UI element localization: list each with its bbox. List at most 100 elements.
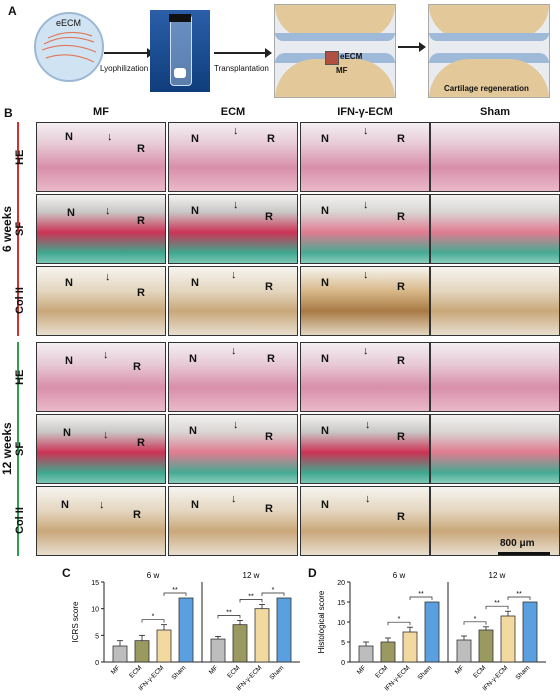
tile-sf-6w-mf: N ↓ R [36, 194, 166, 264]
significance-mark: * [474, 616, 477, 623]
arrow-icon: ↓ [99, 499, 105, 511]
group-label: 6 w [393, 571, 406, 580]
panel-letter-c: C [62, 566, 71, 580]
row-label-he-6w: HE [14, 149, 26, 165]
bar [456, 639, 472, 663]
row-label-he-12w: HE [14, 369, 26, 385]
y-axis-label: ICRS score [71, 601, 80, 642]
category-label: ECM [128, 664, 143, 679]
category-label: Sham [514, 664, 531, 681]
significance-bracket [409, 596, 433, 600]
arrow-icon: ↓ [105, 271, 111, 283]
week-label-12: 12 weeks [0, 422, 14, 476]
arrow-icon: ↓ [363, 125, 369, 137]
joint-diagram-left [274, 4, 396, 98]
y-tick-label: 5 [341, 640, 345, 647]
arrow-transplantation [214, 48, 272, 58]
bar [276, 597, 292, 663]
week-label-6: 6 weeks [0, 205, 14, 253]
arrow-icon: ↓ [103, 349, 109, 361]
significance-bracket [387, 621, 411, 626]
arrow-icon: ↓ [363, 199, 369, 211]
tile-sf-6w-sham [430, 194, 560, 264]
arrow-lyophilization [104, 48, 154, 58]
cartilage-regeneration-label: Cartilage regeneration [444, 84, 529, 93]
group-label: 12 w [243, 571, 260, 580]
tile-col2-6w-sham [430, 266, 560, 336]
tile-he-6w-ecm: N ↓ R [168, 122, 298, 192]
row-label-sf-12w: SF [14, 441, 26, 457]
bar [358, 645, 374, 663]
tile-sf-12w-ecm: N ↓ R [168, 414, 298, 484]
column-header-ifn-ecm: IFN-γ-ECM [337, 106, 393, 118]
tile-he-6w-sham [430, 122, 560, 192]
arrow-icon: ↓ [363, 345, 369, 357]
bar [156, 629, 172, 663]
arrow-icon: ↓ [233, 199, 239, 211]
row-label-sf-6w: SF [14, 221, 26, 237]
bar [210, 638, 226, 663]
category-label: Sham [268, 664, 285, 681]
arrow-icon: ↓ [107, 131, 113, 143]
arrow-icon: ↓ [105, 205, 111, 217]
significance-mark: ** [494, 600, 500, 607]
column-header-mf: MF [93, 106, 109, 118]
category-label: MF [208, 664, 220, 676]
y-axis-label: Histological score [317, 590, 326, 653]
arrow-icon: ↓ [103, 429, 109, 441]
joint-diagram-right [428, 4, 550, 98]
tile-sf-12w-mf: N ↓ R [36, 414, 166, 484]
arrow-icon: ↓ [233, 419, 239, 431]
significance-bracket [507, 596, 531, 600]
panel-letter-a: A [8, 4, 17, 18]
row-label-col2-6w: Col II [14, 287, 26, 315]
group-label: 6 w [147, 571, 160, 580]
tile-col2-12w-mf: N ↓ R [36, 486, 166, 556]
category-label: Sham [416, 664, 433, 681]
significance-bracket [261, 592, 285, 596]
vial-photo [150, 10, 210, 92]
y-tick-label: 10 [337, 620, 345, 627]
category-label: MF [110, 664, 122, 676]
arrow-icon: ↓ [231, 345, 237, 357]
transplantation-label: Transplantation [214, 64, 269, 73]
panel-letter-d: D [308, 566, 317, 580]
tile-sf-12w-ifn: N ↓ R [300, 414, 430, 484]
significance-bracket [141, 619, 165, 623]
tile-col2-12w-sham [430, 486, 560, 556]
significance-mark: ** [418, 591, 424, 598]
tile-he-12w-mf: N ↓ R [36, 342, 166, 412]
tile-col2-12w-ifn: N ↓ R [300, 486, 430, 556]
column-header-sham: Sham [480, 106, 510, 118]
bar [424, 601, 440, 663]
tile-col2-6w-mf: N ↓ R [36, 266, 166, 336]
significance-mark: * [272, 587, 275, 594]
vial-cap [169, 14, 191, 22]
tile-he-12w-ecm: N ↓ R [168, 342, 298, 412]
significance-bracket [485, 605, 509, 610]
y-tick-label: 10 [91, 607, 99, 614]
significance-mark: ** [172, 587, 178, 594]
eecm-label: eECM [56, 18, 82, 28]
category-label: Sham [170, 664, 187, 681]
fiber-drawing [41, 31, 97, 63]
defect-site [325, 51, 339, 65]
significance-mark: * [398, 616, 401, 623]
petri-dish [34, 12, 104, 82]
arrow-icon: ↓ [233, 125, 239, 137]
tile-he-12w-sham [430, 342, 560, 412]
category-label: ECM [226, 664, 241, 679]
scale-bar-label: 800 μm [500, 538, 535, 549]
scale-bar [498, 552, 550, 555]
category-label: ECM [374, 664, 389, 679]
significance-mark: ** [226, 609, 232, 616]
bar [402, 631, 418, 663]
bar [112, 645, 128, 663]
arrow-regeneration [398, 42, 426, 52]
arrow-icon: ↓ [231, 493, 237, 505]
bar [478, 629, 494, 663]
arrow-icon: ↓ [365, 419, 371, 431]
tile-he-12w-ifn: N ↓ R [300, 342, 430, 412]
